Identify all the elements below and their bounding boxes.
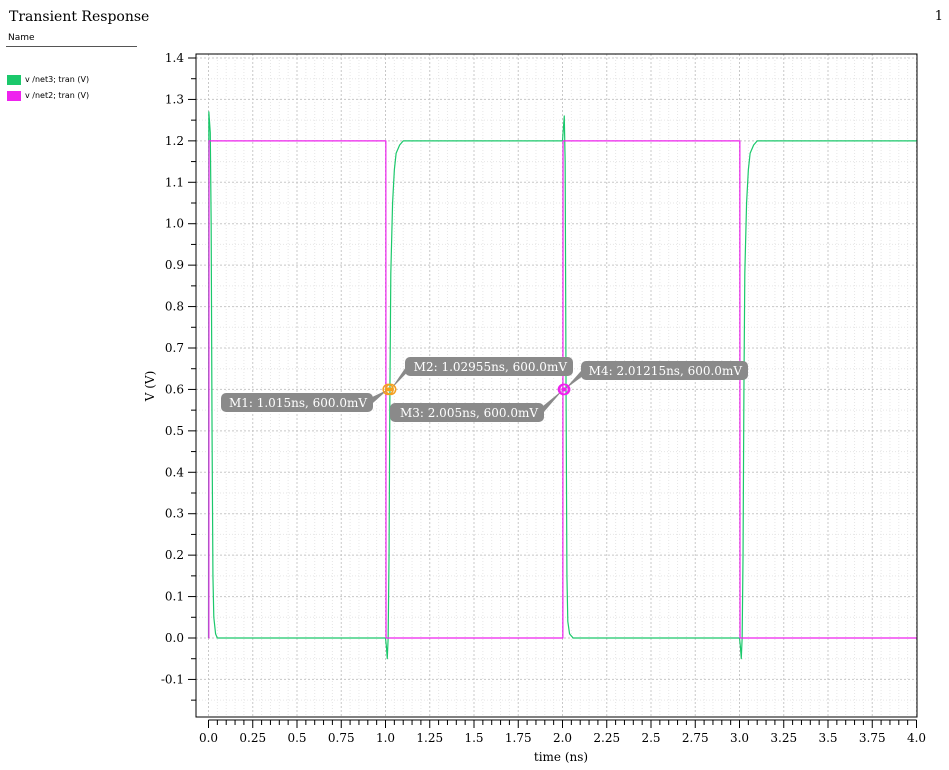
- legend-header: Name: [8, 33, 35, 43]
- legend-label-net3: v /net3; tran (V): [25, 75, 90, 84]
- x-tick-label: 2.5: [641, 731, 660, 745]
- y-tick-label: 0.5: [165, 424, 184, 438]
- x-tick-label: 4.0: [907, 731, 926, 745]
- y-tick-label: 0.6: [165, 382, 184, 396]
- x-tick-label: 3.0: [730, 731, 749, 745]
- marker-point[interactable]: [558, 383, 571, 396]
- x-tick-label: 2.25: [593, 731, 620, 745]
- legend-swatch-net2: [7, 90, 21, 101]
- y-tick-label: 1.3: [165, 92, 184, 106]
- marker-label: M2: 1.02955ns, 600.0mV: [414, 360, 568, 374]
- marker-leader: [564, 366, 585, 390]
- marker-point-dot: [562, 387, 567, 392]
- x-tick-label: 1.25: [416, 731, 443, 745]
- x-tick-label: 0.75: [328, 731, 355, 745]
- chart-title: Transient Response: [9, 9, 150, 25]
- x-tick-label: 1.75: [505, 731, 532, 745]
- x-tick-label: 2.75: [682, 731, 709, 745]
- x-tick-label: 2.0: [553, 731, 572, 745]
- x-tick-label: 3.25: [770, 731, 797, 745]
- x-axis: 0.0 0.25 0.5 0.75 1.0 1.25 1.5 1.75 2.0 2.25 2.5 2.…: [199, 719, 926, 745]
- x-tick-label: 3.75: [859, 731, 886, 745]
- legend-swatch-net3: [7, 74, 21, 85]
- minor-grid: [196, 54, 917, 717]
- y-tick-label: -0.1: [161, 672, 184, 686]
- x-tick-label: 3.5: [818, 731, 837, 745]
- x-tick-label: 1.5: [464, 731, 483, 745]
- x-tick-label: 0.5: [287, 731, 306, 745]
- marker-callout[interactable]: [581, 361, 748, 380]
- marker-label: M3: 2.005ns, 600.0mV: [400, 406, 538, 420]
- y-tick-label: 0.2: [165, 548, 184, 562]
- series-line-net2[interactable]: [208, 140, 917, 639]
- legend-item-net2[interactable]: v /net2; tran (V): [7, 90, 89, 102]
- y-tick-label: 1.2: [165, 134, 184, 148]
- y-tick-label: 0.7: [165, 341, 184, 355]
- y-axis-label: V (V): [143, 371, 157, 403]
- marker-leader: [369, 389, 389, 407]
- marker-callout[interactable]: [390, 403, 544, 422]
- x-tick-label: 1.0: [376, 731, 395, 745]
- y-tick-label: 0.1: [165, 590, 184, 604]
- marker-point[interactable]: [384, 383, 397, 396]
- marker-leader: [540, 389, 564, 417]
- x-tick-label: 0.25: [239, 731, 266, 745]
- x-tick-label: 0.0: [199, 731, 218, 745]
- page-number: 1: [934, 9, 943, 24]
- marker-label: M1: 1.015ns, 600.0mV: [229, 396, 367, 410]
- marker-leader: [390, 362, 409, 390]
- y-axis: 1.4 1.3 1.2 1.1 1.0 0.9 0.8 0.7 0.6 0.5 0.4 0.3 0.2 0…: [161, 51, 197, 717]
- marker-callout[interactable]: [221, 393, 373, 412]
- series-layer: [207, 111, 917, 660]
- y-tick-label: 1.4: [165, 51, 184, 65]
- legend-divider: [6, 46, 137, 47]
- marker-layer: M1: 1.015ns, 600.0mV M2: 1.02955ns, 600.0…: [221, 357, 748, 422]
- y-tick-label: 0.8: [165, 300, 184, 314]
- x-axis-label: time (ns): [534, 750, 588, 764]
- y-tick-label: 1.0: [165, 217, 184, 231]
- y-tick-label: 0.3: [165, 507, 184, 521]
- y-tick-label: 0.4: [165, 465, 184, 479]
- y-tick-label: 0.9: [165, 258, 184, 272]
- y-tick-label: 0.0: [165, 631, 184, 645]
- marker-label: M4: 2.01215ns, 600.0mV: [589, 364, 743, 378]
- marker-callout[interactable]: [405, 357, 573, 376]
- legend-label-net2: v /net2; tran (V): [25, 91, 90, 100]
- marker-point-dot: [388, 387, 393, 392]
- y-tick-label: 1.1: [165, 175, 184, 189]
- legend-item-net3[interactable]: v /net3; tran (V): [7, 74, 89, 86]
